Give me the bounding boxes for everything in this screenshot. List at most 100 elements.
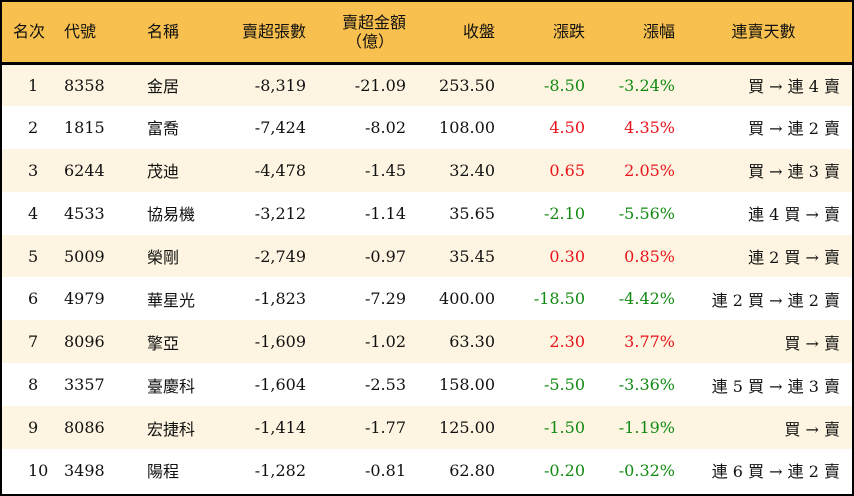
- cell-pct: 3.77%: [624, 332, 675, 352]
- cell-streak: 買 → 連 2 賣: [748, 119, 840, 139]
- cell-change: -8.50: [543, 75, 585, 95]
- cell-amount: -1.77: [364, 418, 406, 438]
- cell-rank: 7: [28, 332, 39, 352]
- cell-name: 陽程: [147, 462, 180, 482]
- cell-rank: 2: [28, 117, 39, 137]
- cell-rank: 9: [28, 418, 39, 438]
- header-pct: 漲幅: [642, 22, 675, 42]
- cell-shares: -1,609: [254, 332, 306, 352]
- cell-code: 1815: [64, 117, 105, 137]
- cell-change: -0.20: [543, 460, 585, 480]
- cell-code: 3357: [64, 375, 105, 395]
- cell-rank: 4: [28, 203, 39, 223]
- header-close: 收盤: [462, 22, 495, 42]
- cell-rank: 8: [28, 375, 39, 395]
- header-amount: 賣超金額 （億）: [306, 2, 406, 63]
- table-row: 9 8086 宏捷科 -1,414 -1.77 125.00 -1.50 -1.19% 買 → …: [2, 406, 852, 450]
- cell-change: 0.65: [549, 160, 585, 180]
- cell-pct: -3.36%: [618, 375, 675, 395]
- cell-pct: 4.35%: [624, 117, 675, 137]
- cell-amount: -2.53: [364, 375, 406, 395]
- header-change: 漲跌: [552, 22, 585, 42]
- cell-change: -2.10: [543, 203, 585, 223]
- header-rank: 名次: [13, 22, 46, 42]
- cell-name: 金居: [147, 77, 180, 97]
- cell-code: 4533: [64, 203, 105, 223]
- cell-close: 62.80: [449, 460, 495, 480]
- cell-pct: 0.85%: [624, 246, 675, 266]
- cell-change: 0.30: [549, 246, 585, 266]
- cell-amount: -0.81: [364, 460, 406, 480]
- cell-change: -18.50: [533, 289, 585, 309]
- cell-rank: 1: [28, 75, 39, 95]
- cell-amount: -1.45: [364, 160, 406, 180]
- cell-close: 125.00: [439, 418, 495, 438]
- header-code: 代號: [64, 22, 97, 42]
- cell-streak: 買 → 連 3 賣: [748, 162, 840, 182]
- cell-name: 宏捷科: [147, 419, 196, 439]
- header-row: 名次 代號 名稱 賣超張數 賣超金額 （億） 收盤 漲跌 漲幅 連賣天數: [2, 2, 852, 63]
- cell-shares: -1,414: [254, 418, 306, 438]
- header-streak: 連賣天數: [731, 22, 796, 42]
- cell-shares: -1,823: [254, 289, 306, 309]
- cell-shares: -1,282: [254, 460, 306, 480]
- cell-streak: 買 → 連 4 賣: [748, 77, 840, 97]
- cell-name: 茂迪: [147, 162, 180, 182]
- cell-change: 2.30: [549, 332, 585, 352]
- cell-shares: -4,478: [254, 160, 306, 180]
- header-name: 名稱: [147, 22, 180, 42]
- cell-rank: 3: [28, 160, 39, 180]
- cell-shares: -2,749: [254, 246, 306, 266]
- cell-close: 108.00: [439, 117, 495, 137]
- cell-close: 32.40: [449, 160, 495, 180]
- cell-amount: -1.14: [364, 203, 406, 223]
- cell-shares: -8,319: [254, 75, 306, 95]
- cell-name: 華星光: [147, 290, 196, 310]
- cell-close: 158.00: [439, 375, 495, 395]
- cell-close: 63.30: [449, 332, 495, 352]
- cell-code: 4979: [64, 289, 105, 309]
- cell-pct: -4.42%: [618, 289, 675, 309]
- cell-pct: -3.24%: [618, 75, 675, 95]
- cell-pct: 2.05%: [624, 160, 675, 180]
- cell-close: 35.65: [449, 203, 495, 223]
- cell-streak: 買 → 賣: [784, 333, 840, 353]
- cell-pct: -0.32%: [618, 460, 675, 480]
- cell-name: 協易機: [147, 205, 196, 225]
- table-row: 6 4979 華星光 -1,823 -7.29 400.00 -18.50 -4.42% 連 2…: [2, 277, 852, 321]
- cell-streak: 連 2 買 → 賣: [748, 248, 840, 267]
- table-row: 7 8096 擎亞 -1,609 -1.02 63.30 2.30 3.77% 買 → 賣: [2, 320, 852, 364]
- header-amount-line1: 賣超金額: [341, 12, 406, 32]
- cell-name: 擎亞: [147, 333, 180, 353]
- cell-rank: 5: [28, 246, 39, 266]
- table-row: 3 6244 茂迪 -4,478 -1.45 32.40 0.65 2.05% 買 → 連 3 …: [2, 148, 852, 192]
- cell-close: 253.50: [439, 75, 495, 95]
- cell-shares: -3,212: [254, 203, 306, 223]
- cell-code: 8096: [64, 332, 105, 352]
- cell-name: 臺慶科: [147, 376, 196, 396]
- cell-code: 6244: [64, 160, 105, 180]
- cell-streak: 連 6 買 → 連 2 賣: [711, 462, 840, 482]
- cell-amount: -1.02: [364, 332, 406, 352]
- cell-shares: -7,424: [254, 117, 306, 137]
- table-row: 1 8358 金居 -8,319 -21.09 253.50 -8.50 -3.24% 買 → …: [2, 63, 852, 106]
- cell-close: 35.45: [449, 246, 495, 266]
- cell-name: 富喬: [147, 119, 180, 139]
- cell-rank: 10: [28, 460, 49, 480]
- cell-amount: -8.02: [364, 117, 406, 137]
- table-row: 10 3498 陽程 -1,282 -0.81 62.80 -0.20 -0.32% 連 6 買…: [2, 449, 852, 492]
- cell-change: -1.50: [543, 418, 585, 438]
- table-row: 5 5009 榮剛 -2,749 -0.97 35.45 0.30 0.85% 連 2 買 → …: [2, 234, 852, 278]
- cell-pct: -1.19%: [618, 418, 675, 438]
- cell-amount: -7.29: [364, 289, 406, 309]
- cell-code: 8086: [64, 418, 105, 438]
- table-row: 8 3357 臺慶科 -1,604 -2.53 158.00 -5.50 -3.36% 連 5 …: [2, 363, 852, 407]
- cell-code: 8358: [64, 75, 105, 95]
- header-shares: 賣超張數: [241, 22, 306, 42]
- cell-amount: -21.09: [354, 75, 406, 95]
- cell-streak: 連 4 買 → 賣: [748, 205, 840, 225]
- cell-change: -5.50: [543, 375, 585, 395]
- table-row: 4 4533 協易機 -3,212 -1.14 35.65 -2.10 -5.56% 連 4 買…: [2, 191, 852, 235]
